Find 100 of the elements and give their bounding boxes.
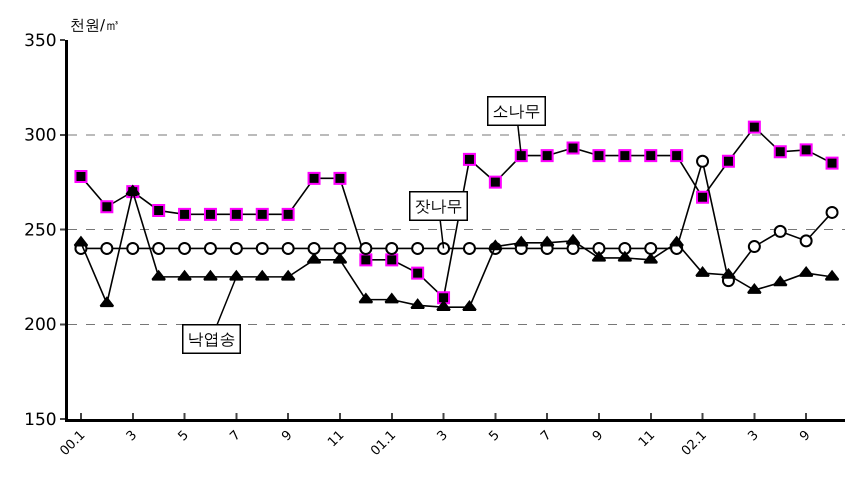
point: [696, 154, 710, 168]
x-tick-label: 7: [538, 428, 555, 444]
point: [514, 149, 528, 162]
point: [748, 120, 761, 134]
point: [282, 242, 295, 255]
point: [644, 149, 658, 162]
y-tick-label: 300: [24, 126, 57, 146]
point: [282, 208, 295, 221]
point: [385, 242, 398, 255]
point: [385, 253, 398, 266]
point: [592, 242, 606, 255]
x-tick-label: 3: [745, 428, 762, 444]
point: [411, 266, 424, 280]
point: [618, 251, 632, 262]
point: [488, 240, 503, 250]
point: [696, 190, 710, 204]
point: [592, 149, 606, 162]
point: [177, 270, 192, 281]
point: [359, 242, 372, 255]
point: [308, 172, 321, 185]
point: [178, 208, 192, 221]
y-tick-label: 150: [24, 410, 57, 430]
point: [566, 234, 580, 245]
y-tick-label: 250: [24, 220, 57, 240]
x-tick-label: 11: [325, 428, 348, 450]
point: [204, 208, 217, 221]
point: [540, 236, 554, 247]
series-label: 소나무: [492, 102, 540, 120]
point: [306, 253, 322, 264]
point: [230, 242, 243, 255]
x-tick-label: 3: [434, 428, 451, 444]
point: [203, 270, 218, 281]
point: [488, 176, 502, 189]
point: [230, 208, 243, 221]
x-tick-label: 5: [486, 428, 503, 444]
point: [332, 253, 348, 264]
point: [695, 266, 710, 277]
point: [100, 242, 114, 255]
x-tick-label: 9: [279, 428, 296, 444]
point: [151, 270, 166, 281]
x-tick-label: 5: [176, 428, 192, 444]
point: [670, 149, 684, 162]
point: [358, 293, 374, 304]
text: 낙엽송: [188, 330, 236, 348]
point: [747, 284, 762, 294]
point: [669, 236, 684, 247]
point: [798, 266, 814, 277]
y-tick-label: 200: [24, 315, 57, 336]
point: [437, 291, 450, 304]
point: [800, 234, 813, 248]
point: [592, 251, 606, 262]
x-tick-label: 7: [227, 428, 244, 444]
point: [100, 200, 114, 214]
point: [618, 242, 632, 255]
point: [411, 242, 424, 255]
x-tick-label: 3: [124, 428, 140, 444]
point: [359, 253, 372, 266]
point: [826, 206, 839, 219]
series-label: 잣나무: [414, 196, 462, 216]
point: [644, 242, 658, 255]
point: [721, 268, 736, 279]
point: [100, 296, 114, 308]
y-axis-title: 천원/㎥: [70, 16, 120, 34]
point: [308, 242, 321, 255]
point: [204, 242, 217, 255]
point: [280, 270, 296, 281]
point: [229, 270, 244, 281]
point: [178, 242, 192, 255]
x-tick-label: 9: [797, 428, 814, 444]
point: [256, 242, 269, 255]
point: [254, 270, 270, 281]
y-tick-label: 350: [24, 30, 57, 51]
point: [722, 154, 735, 168]
point: [333, 242, 346, 255]
point: [152, 242, 166, 255]
point: [774, 224, 787, 238]
point: [540, 149, 554, 162]
point: [643, 253, 658, 264]
point: [333, 172, 346, 185]
point: [824, 270, 840, 281]
point: [126, 242, 140, 255]
point: [514, 236, 529, 247]
point: [74, 170, 88, 183]
point: [462, 152, 476, 166]
point: [618, 149, 632, 162]
point: [462, 242, 476, 255]
point: [748, 240, 761, 254]
point: [774, 145, 787, 158]
point: [410, 298, 425, 310]
point: [826, 156, 839, 170]
point: [800, 143, 813, 156]
point: [152, 204, 166, 218]
x-tick-label: 9: [590, 428, 606, 444]
point: [566, 142, 580, 155]
point: [74, 236, 88, 247]
point: [436, 300, 451, 311]
point: [437, 242, 450, 255]
point: [462, 300, 477, 311]
point: [256, 208, 269, 221]
x-tick-label: 11: [636, 428, 658, 450]
